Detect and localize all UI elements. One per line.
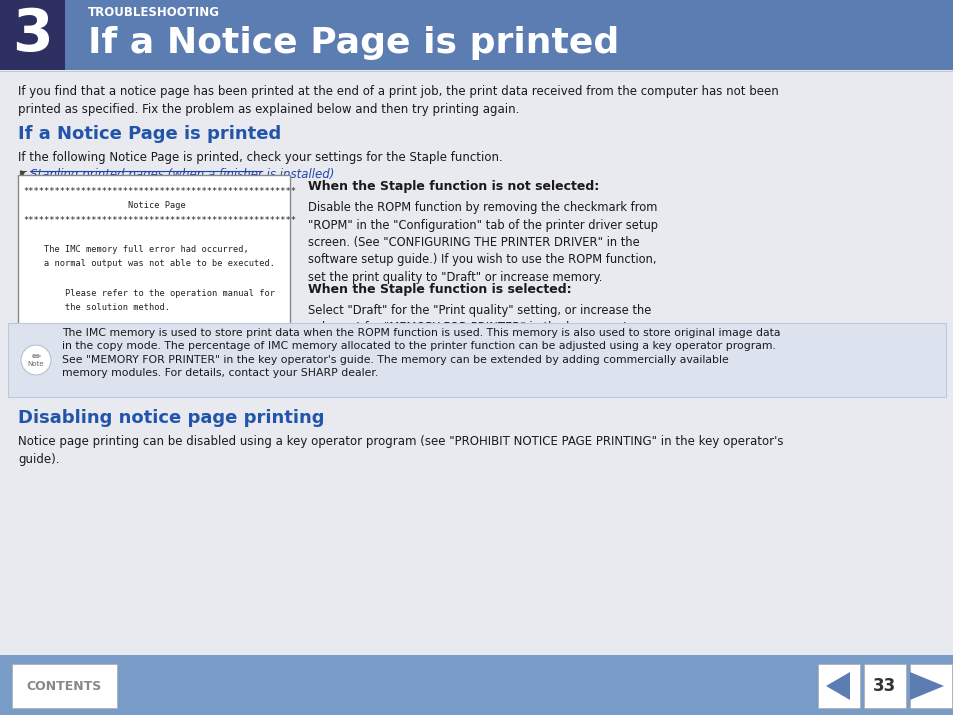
Polygon shape	[825, 672, 849, 700]
Text: ****************************************************: ****************************************…	[23, 216, 295, 225]
Circle shape	[21, 345, 51, 375]
Text: 33: 33	[872, 677, 896, 695]
Text: If a Notice Page is printed: If a Notice Page is printed	[88, 26, 618, 60]
Bar	[0, 0, 953, 70]
Text: If you find that a notice page has been printed at the end of a print job, the p: If you find that a notice page has been …	[18, 85, 778, 116]
Polygon shape	[909, 672, 943, 700]
Text: Note: Note	[28, 361, 44, 367]
Text: ☛: ☛	[18, 168, 27, 178]
Text: When the Staple function is not selected:: When the Staple function is not selected…	[308, 180, 598, 193]
Text: If the following Notice Page is printed, check your settings for the Staple func: If the following Notice Page is printed,…	[18, 151, 502, 164]
Bar	[909, 664, 951, 708]
Bar	[863, 664, 905, 708]
Bar	[12, 664, 117, 708]
Text: Please refer to the operation manual for: Please refer to the operation manual for	[23, 288, 274, 297]
Text: If a Notice Page is printed: If a Notice Page is printed	[18, 125, 281, 143]
Text: ✏: ✏	[31, 352, 41, 362]
Text: a normal output was not able to be executed.: a normal output was not able to be execu…	[23, 260, 274, 269]
Text: the solution method.: the solution method.	[23, 303, 170, 312]
Bar	[817, 664, 859, 708]
Text: Disable the ROPM function by removing the checkmark from
"ROPM" in the "Configur: Disable the ROPM function by removing th…	[308, 201, 658, 284]
Bar	[18, 175, 290, 327]
Bar	[0, 655, 953, 715]
Text: Notice page printing can be disabled using a key operator program (see "PROHIBIT: Notice page printing can be disabled usi…	[18, 435, 782, 466]
Bar	[8, 323, 945, 397]
Text: Notice Page: Notice Page	[23, 202, 186, 210]
Text: Disabling notice page printing: Disabling notice page printing	[18, 409, 324, 427]
Text: TROUBLESHOOTING: TROUBLESHOOTING	[88, 6, 220, 19]
Text: When the Staple function is selected:: When the Staple function is selected:	[308, 283, 571, 296]
Text: The IMC memory is used to store print data when the ROPM function is used. This : The IMC memory is used to store print da…	[62, 328, 780, 378]
Bar	[0, 0, 65, 70]
Text: 3: 3	[11, 6, 52, 64]
Text: Select "Draft" for the "Print quality" setting, or increase the
value set for "M: Select "Draft" for the "Print quality" s…	[308, 304, 651, 370]
Text: CONTENTS: CONTENTS	[27, 679, 102, 693]
Text: The IMC memory full error had occurred,: The IMC memory full error had occurred,	[23, 245, 249, 254]
Text: ****************************************************: ****************************************…	[23, 187, 295, 196]
Bar	[0, 70, 953, 657]
Text: Stapling printed pages (when a finisher is installed): Stapling printed pages (when a finisher …	[30, 168, 334, 181]
